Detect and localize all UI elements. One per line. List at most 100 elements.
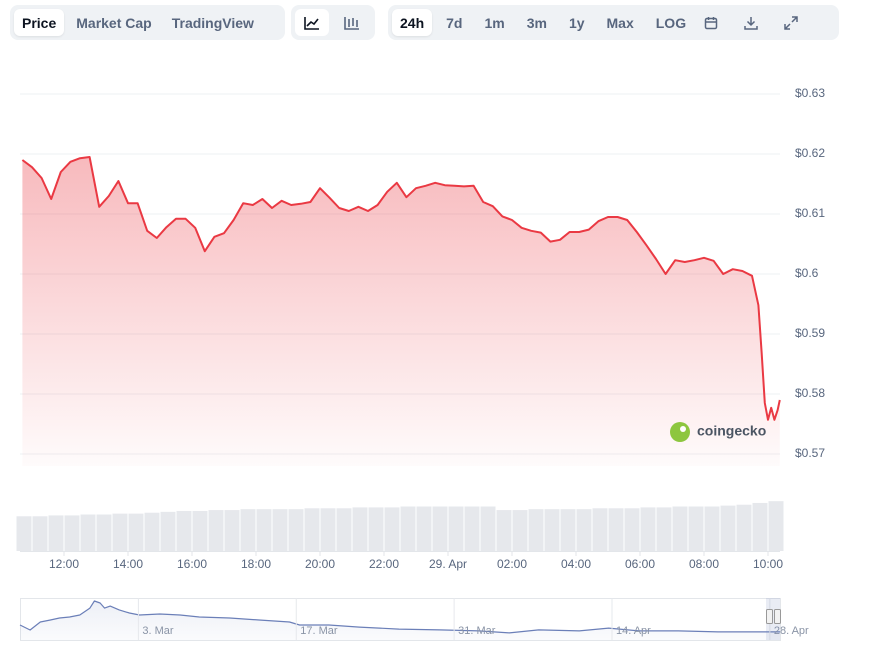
- candle-icon[interactable]: [335, 9, 369, 36]
- range-button[interactable]: 24h: [392, 9, 433, 36]
- area: [22, 157, 780, 466]
- volume-bar: [672, 506, 688, 551]
- icon: [344, 16, 359, 30]
- y-tick-label: $0.59: [795, 326, 825, 340]
- line: [21, 156, 781, 421]
- volume-bar: [720, 505, 736, 551]
- volume-bar: [368, 507, 384, 551]
- watermark-logo: [670, 422, 690, 442]
- x-tick-label: 16:00: [177, 557, 207, 571]
- calendar-icon[interactable]: [694, 9, 728, 36]
- volume-bar: [496, 510, 512, 551]
- tab-button[interactable]: Market Cap: [76, 14, 152, 31]
- icon: [304, 16, 319, 30]
- volume-bar: [736, 504, 752, 551]
- y-tick-label: $0.6: [795, 266, 819, 280]
- volume-bar: [656, 507, 672, 551]
- navigator-tick-label: 31. Mar: [458, 625, 496, 637]
- volume-bar: [528, 509, 544, 551]
- line-icon[interactable]: [295, 9, 329, 36]
- volume-bar: [48, 515, 64, 551]
- x-tick-label: 02:00: [497, 557, 527, 571]
- download-icon[interactable]: [734, 9, 768, 36]
- volume-bar: [560, 509, 576, 551]
- navigator-tick-label: 3. Mar: [142, 625, 174, 637]
- volume-bar: [576, 509, 592, 551]
- tab-button[interactable]: TradingView: [171, 14, 254, 31]
- range-tabs: 24h 7d 1m 3m 1y Max LOG: [388, 5, 839, 40]
- navigator-tick-label: 14. Apr: [616, 625, 651, 637]
- volume-bar: [400, 506, 416, 551]
- volume-bar: [224, 510, 240, 551]
- volume-bar: [624, 508, 640, 551]
- watermark: coingecko: [697, 423, 766, 439]
- volume-bar: [464, 506, 480, 551]
- x-tick-label: 10:00: [753, 557, 783, 571]
- volume-bar: [768, 501, 784, 551]
- range-button[interactable]: Max: [606, 14, 634, 31]
- navigator-layer: 3. Mar 17. Mar 31. Mar 14. Apr 28. Apr: [19, 598, 809, 640]
- navigator-tick-label: 28. Apr: [774, 625, 809, 637]
- volume-bar: [304, 508, 320, 551]
- volume-bar: [272, 509, 288, 551]
- volume-bar: [112, 513, 128, 551]
- volume-bar: [176, 510, 192, 551]
- watermark-logo-eye: [680, 426, 686, 432]
- area: [20, 601, 780, 640]
- volume-bar: [96, 514, 112, 551]
- volume-bar: [512, 510, 528, 551]
- volume-bar: [640, 507, 656, 551]
- price-layer: [21, 156, 781, 466]
- navigator-handle[interactable]: [766, 609, 773, 624]
- x-tick-label: 22:00: [369, 557, 399, 571]
- volume-bar: [32, 516, 48, 551]
- tab-button[interactable]: Price: [14, 9, 65, 36]
- x-tick-label: 29. Apr: [429, 557, 467, 571]
- y-tick-label: $0.63: [795, 86, 825, 100]
- volume-bar: [80, 514, 96, 551]
- volume-bar: [128, 513, 144, 551]
- x-tick-label: 12:00: [49, 557, 79, 571]
- icon: [784, 15, 798, 30]
- volume-bar: [608, 508, 624, 551]
- range-button[interactable]: 1y: [568, 14, 585, 31]
- volume-bar: [752, 502, 768, 551]
- navigator-handle[interactable]: [774, 609, 781, 624]
- y-tick-label: $0.61: [795, 206, 825, 220]
- volume-bar: [688, 506, 704, 551]
- volume-bar: [544, 509, 560, 551]
- expand-icon[interactable]: [774, 9, 808, 36]
- x-tick-label: 20:00: [305, 557, 335, 571]
- y-tick-label: $0.58: [795, 386, 825, 400]
- y-tick-label: $0.57: [795, 446, 825, 460]
- volume-bar: [416, 506, 432, 551]
- volume-bar: [240, 509, 256, 551]
- y-tick-label: $0.62: [795, 146, 825, 160]
- log-button[interactable]: LOG: [655, 14, 687, 31]
- volume-bar: [432, 506, 448, 551]
- line: [19, 600, 780, 634]
- icon: [744, 16, 758, 30]
- navigator-tick-label: 17. Mar: [300, 625, 338, 637]
- volume-bar: [336, 508, 352, 551]
- volume-bar: [144, 512, 160, 551]
- range-button[interactable]: 3m: [526, 14, 547, 31]
- icon: [704, 16, 718, 29]
- chart-type-tabs: Price Market Cap TradingView: [10, 5, 285, 40]
- range-button[interactable]: 1m: [484, 14, 505, 31]
- volume-bar: [320, 508, 336, 551]
- volume-bar: [208, 510, 224, 551]
- volume-bar: [192, 510, 208, 551]
- volume-bar: [16, 516, 32, 551]
- volume-bar: [448, 506, 464, 551]
- volume-bar: [160, 511, 176, 551]
- volume-bar: [592, 508, 608, 551]
- volume-bar: [704, 506, 720, 551]
- x-tick-label: 06:00: [625, 557, 655, 571]
- range-button[interactable]: 7d: [446, 14, 463, 31]
- volume-bar: [288, 509, 304, 551]
- x-tick-label: 04:00: [561, 557, 591, 571]
- x-tick-label: 18:00: [241, 557, 271, 571]
